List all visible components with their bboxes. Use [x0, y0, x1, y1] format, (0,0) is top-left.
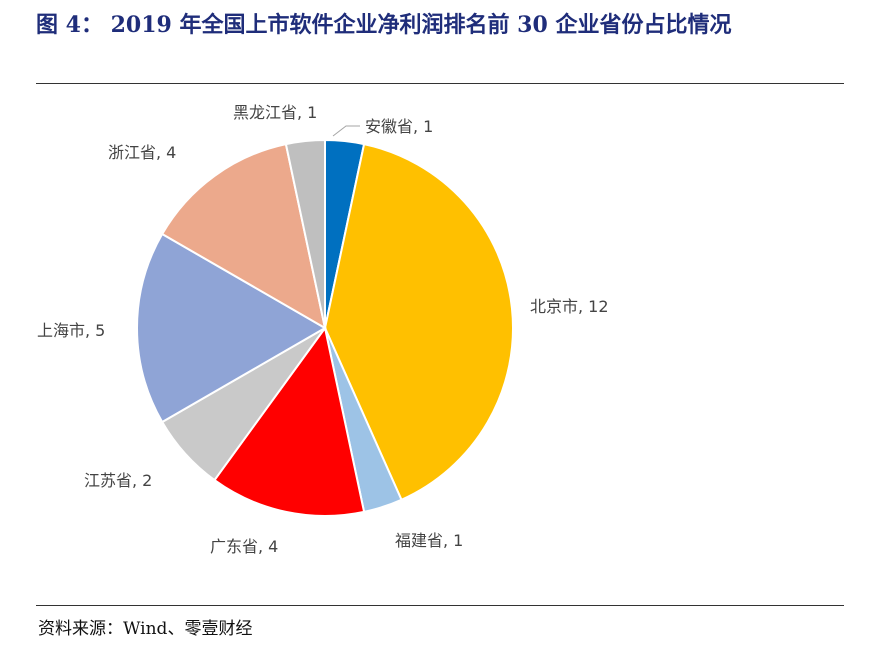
figure-title: 图 4： 2019 年全国上市软件企业净利润排名前 30 企业省份占比情况 — [36, 12, 732, 38]
slice-label-5: 上海市, 5 — [37, 321, 105, 340]
slice-label-2: 福建省, 1 — [395, 531, 463, 550]
pie-slice-1 — [323, 142, 514, 502]
pie-slice-7 — [284, 138, 326, 329]
slice-label-6: 浙江省, 4 — [108, 143, 176, 162]
pie-slice-3 — [213, 325, 366, 517]
slice-label-7: 黑龙江省, 1 — [233, 103, 317, 122]
pie-slice-5 — [136, 232, 328, 424]
slice-label-4: 江苏省, 2 — [84, 471, 152, 490]
pie-chart: 安徽省, 1 北京市, 12 福建省, 1 广东省, 4 江苏省, 2 上海市, 5 浙江省… — [37, 103, 609, 556]
pie-slice-6 — [160, 142, 327, 330]
slice-label-1: 北京市, 12 — [530, 297, 609, 316]
leader-line — [332, 125, 360, 137]
slice-label-0: 安徽省, 1 — [365, 117, 433, 136]
source-note: 资料来源：Wind、零壹财经 — [38, 619, 253, 639]
top-rule — [36, 83, 844, 84]
slice-label-3: 广东省, 4 — [210, 537, 278, 556]
bottom-rule — [36, 605, 844, 606]
